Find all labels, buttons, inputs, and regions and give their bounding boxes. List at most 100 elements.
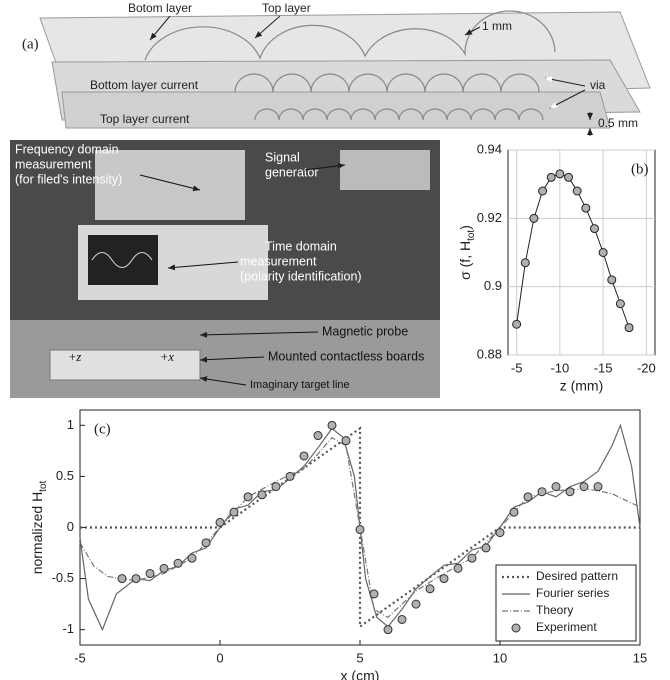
data-point	[355, 525, 365, 535]
data-point	[453, 563, 463, 573]
data-point	[564, 172, 574, 182]
data-point	[565, 487, 575, 497]
legend-label: Experiment	[536, 620, 597, 634]
annotation: measurement	[240, 254, 317, 268]
data-point	[229, 507, 239, 517]
y-tick-label: 0.88	[477, 346, 502, 361]
legend-marker	[511, 623, 521, 633]
data-point	[215, 517, 225, 527]
x-axis-label: z (mm)	[560, 378, 604, 394]
annotation: 0.5 mm	[598, 116, 638, 130]
data-point	[411, 599, 421, 609]
annotation: Top layer current	[100, 112, 190, 126]
x-tick-label: 15	[633, 650, 647, 665]
y-tick-label: 0.5	[56, 468, 74, 483]
data-point	[509, 507, 519, 517]
annotation: Botom layer	[128, 1, 192, 15]
x-axis-label: x (cm)	[341, 668, 380, 680]
y-axis-label: σ (f, Htot)	[457, 225, 477, 280]
annotation: Frequency domain	[15, 142, 119, 156]
data-point	[598, 248, 608, 257]
data-point	[327, 420, 337, 430]
annotation: Mounted contactless boards	[268, 349, 424, 363]
data-point	[201, 538, 211, 548]
data-point	[546, 172, 556, 182]
y-tick-label: 0.94	[477, 141, 502, 156]
data-point	[117, 574, 127, 584]
data-point	[285, 471, 295, 481]
x-tick-label: -5	[511, 360, 523, 375]
panel-label: (c)	[94, 421, 111, 437]
data-point	[467, 553, 477, 563]
data-point	[313, 431, 323, 441]
y-tick-label: 0.9	[484, 278, 502, 293]
boards	[49, 349, 201, 381]
data-point	[369, 589, 379, 599]
data-point	[607, 275, 617, 285]
data-point	[131, 574, 141, 584]
series-line	[79, 436, 641, 619]
annotation: generator	[265, 165, 319, 179]
legend-label: Theory	[536, 603, 573, 617]
data-point	[187, 553, 197, 563]
data-point	[439, 574, 449, 584]
x-tick-label: 0	[216, 650, 223, 665]
y-tick-label: 0	[67, 519, 74, 534]
x-tick-label: -5	[74, 650, 86, 665]
annotation: via	[590, 78, 606, 92]
legend-label: Fourier series	[536, 586, 609, 600]
data-point	[529, 213, 539, 223]
annotation: measurement	[15, 157, 92, 171]
data-point	[555, 169, 565, 179]
y-axis-label-part: tot	[38, 480, 49, 491]
data-point	[581, 203, 591, 213]
data-point	[383, 625, 393, 635]
arrows	[139, 162, 346, 386]
panel-label: (a)	[22, 36, 39, 52]
annotation: Time domain	[265, 239, 337, 253]
data-point	[397, 614, 407, 624]
data-point	[572, 186, 582, 196]
y-tick-label: -1	[62, 621, 74, 636]
data-point	[341, 436, 351, 446]
data-point	[257, 490, 267, 500]
data-point	[425, 584, 435, 594]
series-line	[516, 173, 630, 328]
annotation: (polarity identification)	[240, 269, 362, 283]
arrows	[149, 15, 593, 136]
wave	[91, 252, 153, 268]
annotation: Bottom layer current	[90, 78, 199, 92]
plot-frame	[507, 149, 656, 356]
data-point	[512, 319, 522, 329]
data-point	[299, 451, 309, 461]
data-point	[495, 528, 505, 538]
x-tick-label: 10	[493, 650, 507, 665]
data-point	[173, 558, 183, 568]
annotation: (for filed's intensity)	[15, 172, 122, 186]
data-point	[243, 492, 253, 502]
y-tick-label: -0.5	[52, 570, 74, 585]
data-point	[579, 482, 589, 492]
y-tick-label: 1	[67, 417, 74, 432]
annotation: Top layer	[262, 1, 311, 15]
direction: +z	[68, 350, 81, 364]
data-point	[271, 482, 281, 492]
data-point	[589, 224, 599, 234]
screen	[88, 235, 158, 285]
y-axis-label-part: tot	[466, 230, 477, 241]
data-point	[593, 482, 603, 492]
x-tick-label: 5	[356, 650, 363, 665]
data-point	[145, 568, 155, 578]
x-tick-label: -15	[594, 360, 613, 375]
data-point	[481, 543, 491, 553]
data-point	[624, 323, 634, 333]
y-axis-label: normalized Htot	[29, 480, 49, 574]
annotation: Imaginary target line	[250, 379, 350, 391]
data-point	[523, 492, 533, 502]
direction: +x	[160, 350, 174, 364]
data-point	[537, 487, 547, 497]
y-axis-label-part: normalized H	[29, 492, 45, 574]
y-axis-label-part: )	[457, 225, 473, 230]
annotation: Magnetic probe	[322, 324, 408, 338]
data-point	[551, 482, 561, 492]
